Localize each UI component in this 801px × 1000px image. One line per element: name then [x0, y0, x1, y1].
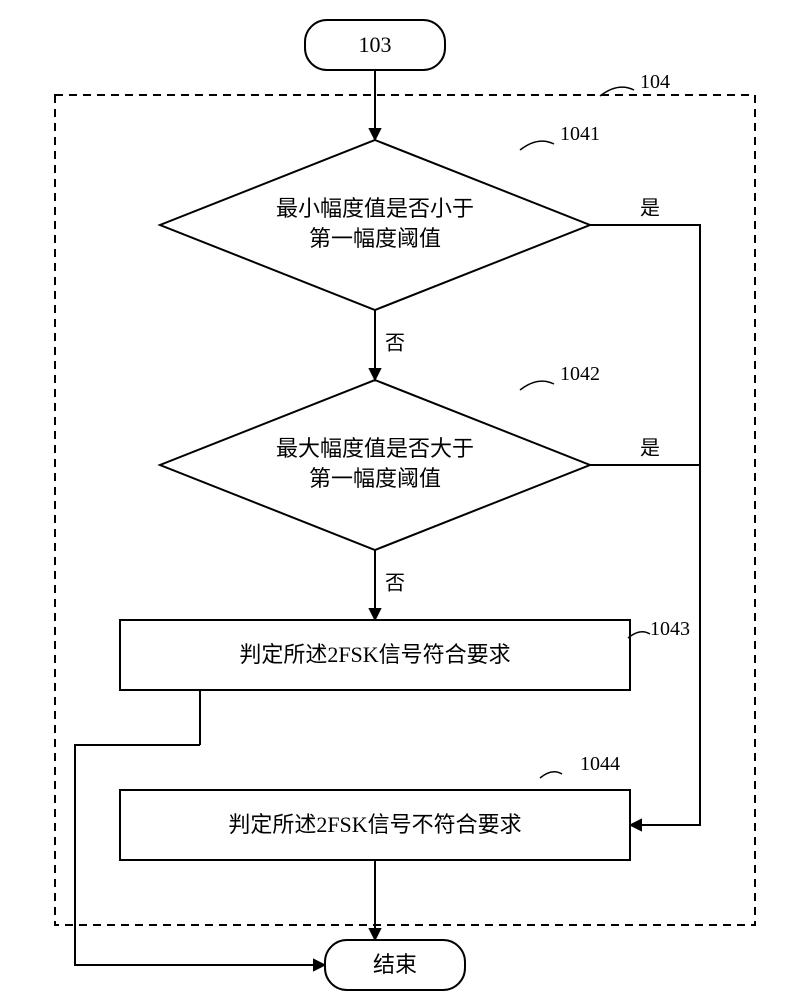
d1-ref: 1041 — [560, 123, 600, 145]
p2-ref: 1044 — [580, 753, 620, 775]
d1-line1: 最小幅度值是否小于 — [276, 196, 474, 221]
edge-e_d1_yes — [590, 225, 700, 825]
end-label: 结束 — [373, 952, 417, 977]
p1-ref-tick — [628, 632, 650, 638]
d2-node — [160, 380, 590, 550]
d1-node — [160, 140, 590, 310]
edge-label-e_d2_yes: 是 — [640, 438, 660, 460]
d2-line2: 第一幅度阈值 — [309, 466, 441, 491]
p2-label: 判定所述2FSK信号不符合要求 — [228, 812, 521, 837]
start-label: 103 — [359, 32, 392, 57]
edge-label-e_d2_p1: 否 — [385, 573, 405, 595]
ref-104: 104 — [640, 71, 670, 93]
p1-label: 判定所述2FSK信号符合要求 — [239, 642, 510, 667]
d2-ref-tick — [520, 381, 554, 390]
d2-line1: 最大幅度值是否大于 — [276, 436, 474, 461]
d1-line2: 第一幅度阈值 — [309, 226, 441, 251]
edge-label-e_d1_d2: 否 — [385, 333, 405, 355]
p2-ref-tick — [540, 772, 562, 778]
edge-label-e_d1_yes: 是 — [640, 198, 660, 220]
d2-ref: 1042 — [560, 363, 600, 385]
d1-ref-tick — [520, 141, 554, 150]
p1-ref: 1043 — [650, 618, 690, 640]
